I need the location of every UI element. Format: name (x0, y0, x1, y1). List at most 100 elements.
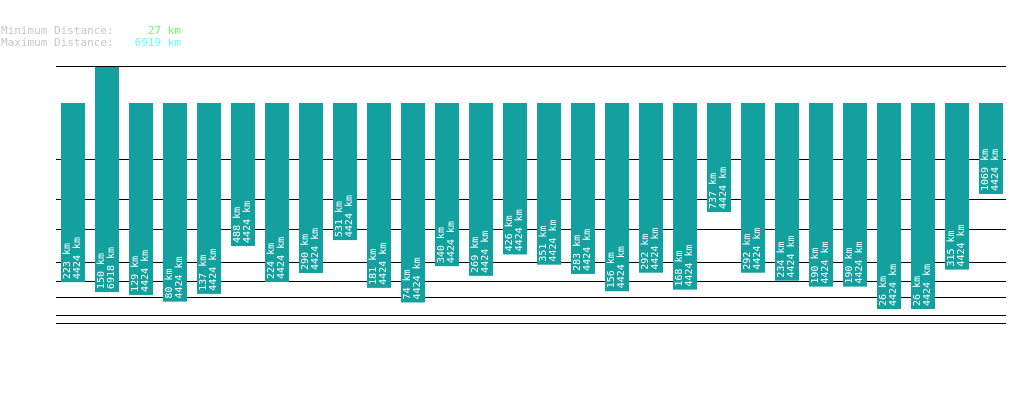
bar-6 (231, 103, 255, 246)
bar-2-label-2: 6918 km (106, 247, 117, 289)
bar-4-label-1: 80 km (164, 269, 175, 299)
bar-group-18: 292 km 4424 km (639, 103, 663, 273)
bar-10-label-1: 181 km (368, 249, 379, 285)
bar-24-label-2: 4424 km (854, 241, 865, 283)
min-distance-label: Minimum Distance: (1, 24, 114, 37)
bar-19-label-2: 4424 km (684, 244, 695, 286)
bar-group-9: 531 km 4424 km (333, 103, 357, 241)
bar-28-label-1: 1069 km (980, 149, 991, 191)
bar-12-label-1: 340 km (436, 227, 447, 263)
bar-6-label-1: 488 km (232, 207, 243, 243)
bar-group-26: 26 km 4424 km (911, 103, 935, 309)
bar-23-label-1: 190 km (810, 248, 821, 284)
bar-10 (367, 103, 391, 288)
bar-23 (809, 103, 833, 287)
bar-24 (843, 103, 867, 287)
bar-group-8: 290 km 4424 km (299, 103, 323, 273)
bar-7-label-2: 4424 km (276, 237, 287, 279)
bar-19-label-1: 168 km (674, 251, 685, 287)
bar-group-4: 80 km 4424 km (163, 103, 187, 302)
bar-17 (605, 103, 629, 292)
bar-group-5: 137 km 4424 km (197, 103, 221, 294)
bar-3 (129, 103, 153, 295)
bar-group-23: 190 km 4424 km (809, 103, 833, 287)
bar-14-label-1: 426 km (504, 215, 515, 251)
bar-group-17: 156 km 4424 km (605, 103, 629, 292)
bar-27 (945, 103, 969, 270)
bar-group-16: 283 km 4424 km (571, 103, 595, 274)
bar-group-6: 488 km 4424 km (231, 103, 255, 246)
bar-group-24: 190 km 4424 km (843, 103, 867, 287)
bar-5-label-2: 4424 km (208, 249, 219, 291)
bar-18-label-2: 4424 km (650, 228, 661, 270)
bar-group-19: 168 km 4424 km (673, 103, 697, 290)
bar-24-label-1: 190 km (844, 248, 855, 284)
bar-5 (197, 103, 221, 294)
bar-25 (877, 103, 901, 309)
bar-group-3: 129 km 4424 km (129, 103, 153, 295)
bar-group-2: 150 km 6918 km (95, 67, 119, 293)
max-distance-label: Maximum Distance: (1, 36, 114, 49)
max-distance-row: Maximum Distance: 6919 km (1, 37, 181, 49)
bar-9-label-2: 4424 km (344, 195, 355, 237)
bar-27-label-2: 4424 km (956, 224, 967, 266)
bar-26-label-2: 4424 km (922, 264, 933, 306)
bar-16 (571, 103, 595, 274)
bar-4 (163, 103, 187, 302)
bar-15-label-1: 351 km (538, 226, 549, 262)
bar-9 (333, 103, 357, 241)
max-distance-value: 6919 km (134, 36, 181, 49)
bar-8-label-1: 290 km (300, 234, 311, 270)
bar-8 (299, 103, 323, 273)
bar-15-label-2: 4424 km (548, 220, 559, 262)
bar-6-label-2: 4424 km (242, 201, 253, 243)
bar-1 (61, 103, 85, 283)
bar-11-label-2: 4424 km (412, 257, 423, 299)
bar-group-21: 292 km 4424 km (741, 103, 765, 273)
bar-12-label-2: 4424 km (446, 221, 457, 263)
bar-group-27: 315 km 4424 km (945, 103, 969, 270)
bar-2 (95, 67, 119, 293)
chart-bars: 223 km 4424 km 150 km 6918 km 129 km 4424 km 8… (61, 67, 1003, 309)
bar-group-15: 351 km 4424 km (537, 103, 561, 265)
bar-1-label-2: 4424 km (72, 237, 83, 279)
bar-group-12: 340 km 4424 km (435, 103, 459, 267)
bar-28 (979, 103, 1003, 194)
bar-17-label-2: 4424 km (616, 246, 627, 288)
bar-group-10: 181 km 4424 km (367, 103, 391, 288)
bar-21 (741, 103, 765, 273)
bar-7 (265, 103, 289, 282)
bar-group-7: 224 km 4424 km (265, 103, 289, 282)
min-distance-value: 27 km (147, 24, 181, 37)
bar-11-label-1: 74 km (402, 269, 413, 299)
bar-13 (469, 103, 493, 276)
bar-25-label-1: 26 km (878, 276, 889, 306)
bar-group-1: 223 km 4424 km (61, 103, 85, 283)
bar-18-label-1: 292 km (640, 234, 651, 270)
bar-21-label-2: 4424 km (752, 228, 763, 270)
bar-group-11: 74 km 4424 km (401, 103, 425, 303)
bar-5-label-1: 137 km (198, 255, 209, 291)
bar-20-label-1: 737 km (708, 173, 719, 209)
bar-22-label-1: 234 km (776, 241, 787, 277)
bar-7-label-1: 224 km (266, 243, 277, 279)
bar-28-label-2: 4424 km (990, 149, 1001, 191)
bar-group-14: 426 km 4424 km (503, 103, 527, 255)
bar-21-label-1: 292 km (742, 234, 753, 270)
bar-18 (639, 103, 663, 273)
min-distance-row: Minimum Distance: 27 km (1, 25, 181, 37)
bar-10-label-2: 4424 km (378, 243, 389, 285)
bar-17-label-1: 156 km (606, 252, 617, 288)
bar-14-label-2: 4424 km (514, 209, 525, 251)
distance-summary: Minimum Distance: 27 km Maximum Distance:… (1, 25, 181, 49)
bar-27-label-1: 315 km (946, 230, 957, 266)
bar-group-22: 234 km 4424 km (775, 103, 799, 281)
bar-25-label-2: 4424 km (888, 264, 899, 306)
bar-26 (911, 103, 935, 309)
bar-group-28: 1069 km 4424 km (979, 103, 1003, 194)
bar-13-label-1: 269 km (470, 237, 481, 273)
bar-13-label-2: 4424 km (480, 231, 491, 273)
bar-22 (775, 103, 799, 281)
bar-20-label-2: 4424 km (718, 167, 729, 209)
